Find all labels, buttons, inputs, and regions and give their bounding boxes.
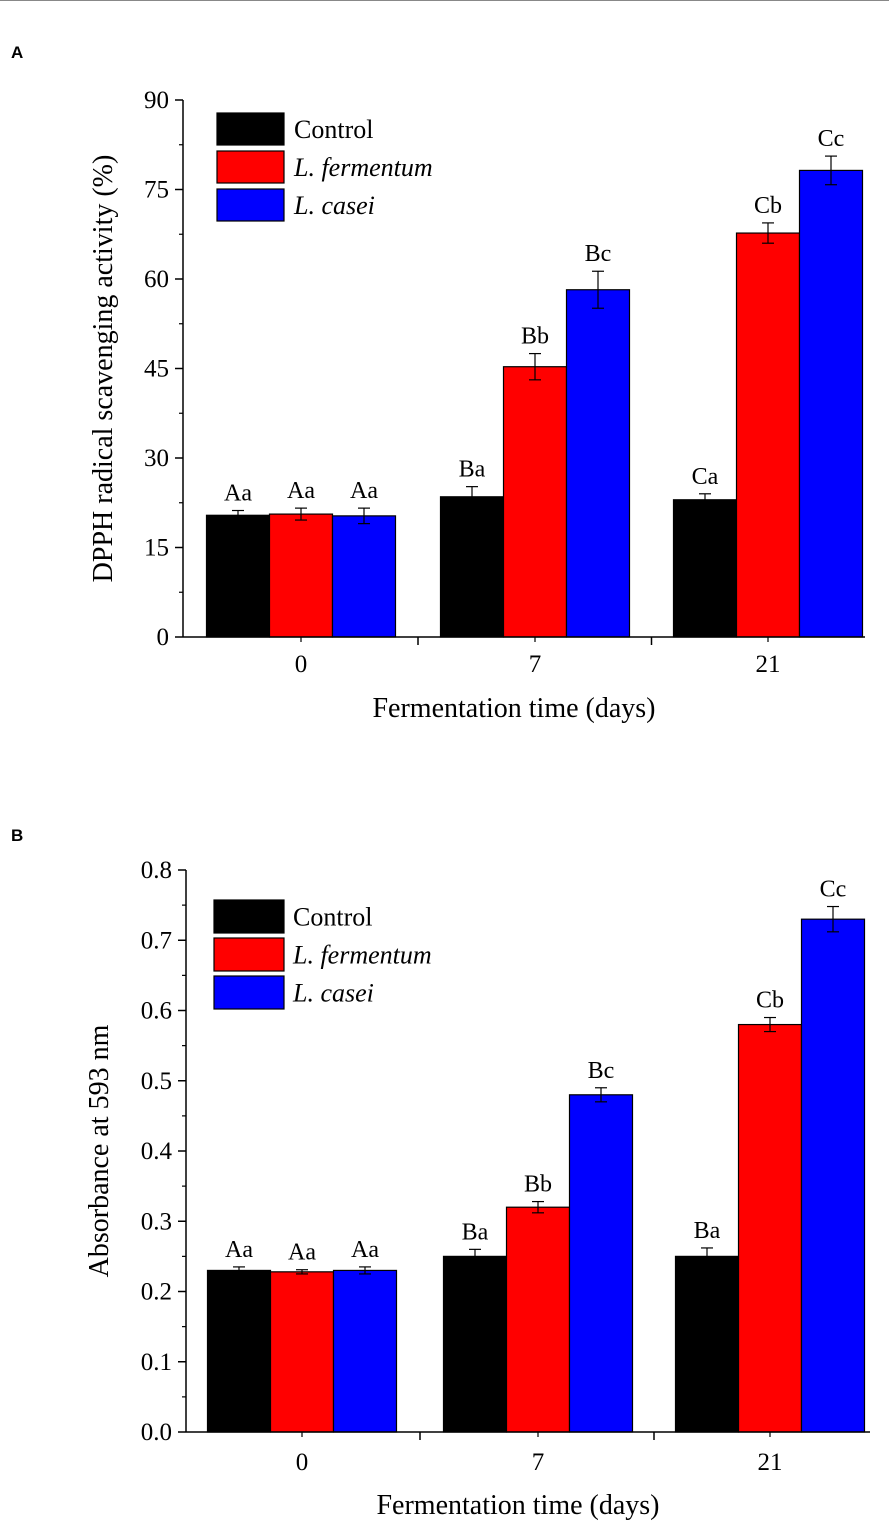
- legend-label: Control: [293, 903, 372, 932]
- x-tick-label: 0: [296, 1449, 309, 1476]
- bar: [271, 1272, 334, 1432]
- legend-label: L. casei: [292, 979, 374, 1008]
- significance-label: Cb: [756, 988, 784, 1014]
- x-tick-label: 7: [532, 1449, 545, 1476]
- significance-label: Bb: [524, 1172, 552, 1198]
- significance-label: Ba: [462, 1219, 489, 1245]
- significance-label: Aa: [225, 1237, 253, 1263]
- significance-label: Ba: [694, 1218, 721, 1244]
- bar: [570, 1095, 633, 1432]
- x-axis-label: Fermentation time (days): [376, 1490, 659, 1521]
- bar: [444, 1256, 507, 1432]
- legend-label: L. fermentum: [292, 941, 432, 970]
- bar: [802, 919, 865, 1432]
- bar: [334, 1270, 397, 1432]
- legend-swatch: [214, 938, 284, 971]
- y-tick-label: 0.0: [141, 1419, 172, 1446]
- bar: [676, 1256, 739, 1432]
- legend-swatch: [214, 976, 284, 1009]
- y-tick-label: 0.5: [141, 1068, 172, 1095]
- legend-swatch: [214, 900, 284, 933]
- y-tick-label: 0.6: [141, 998, 172, 1025]
- bar: [507, 1207, 570, 1432]
- y-tick-label: 0.4: [141, 1138, 173, 1165]
- y-tick-label: 0.2: [141, 1279, 172, 1306]
- y-tick-label: 0.1: [141, 1349, 172, 1376]
- bar: [208, 1270, 271, 1432]
- x-tick-label: 21: [758, 1449, 783, 1476]
- y-tick-label: 0.7: [141, 927, 172, 954]
- y-axis-label: Absorbance at 593 nm: [84, 1024, 115, 1277]
- significance-label: Aa: [288, 1240, 316, 1266]
- significance-label: Aa: [351, 1237, 379, 1263]
- significance-label: Bc: [588, 1058, 615, 1084]
- bar: [739, 1025, 802, 1432]
- significance-label: Cc: [820, 877, 847, 903]
- y-tick-label: 0.3: [141, 1208, 172, 1235]
- y-tick-label: 0.8: [141, 857, 172, 884]
